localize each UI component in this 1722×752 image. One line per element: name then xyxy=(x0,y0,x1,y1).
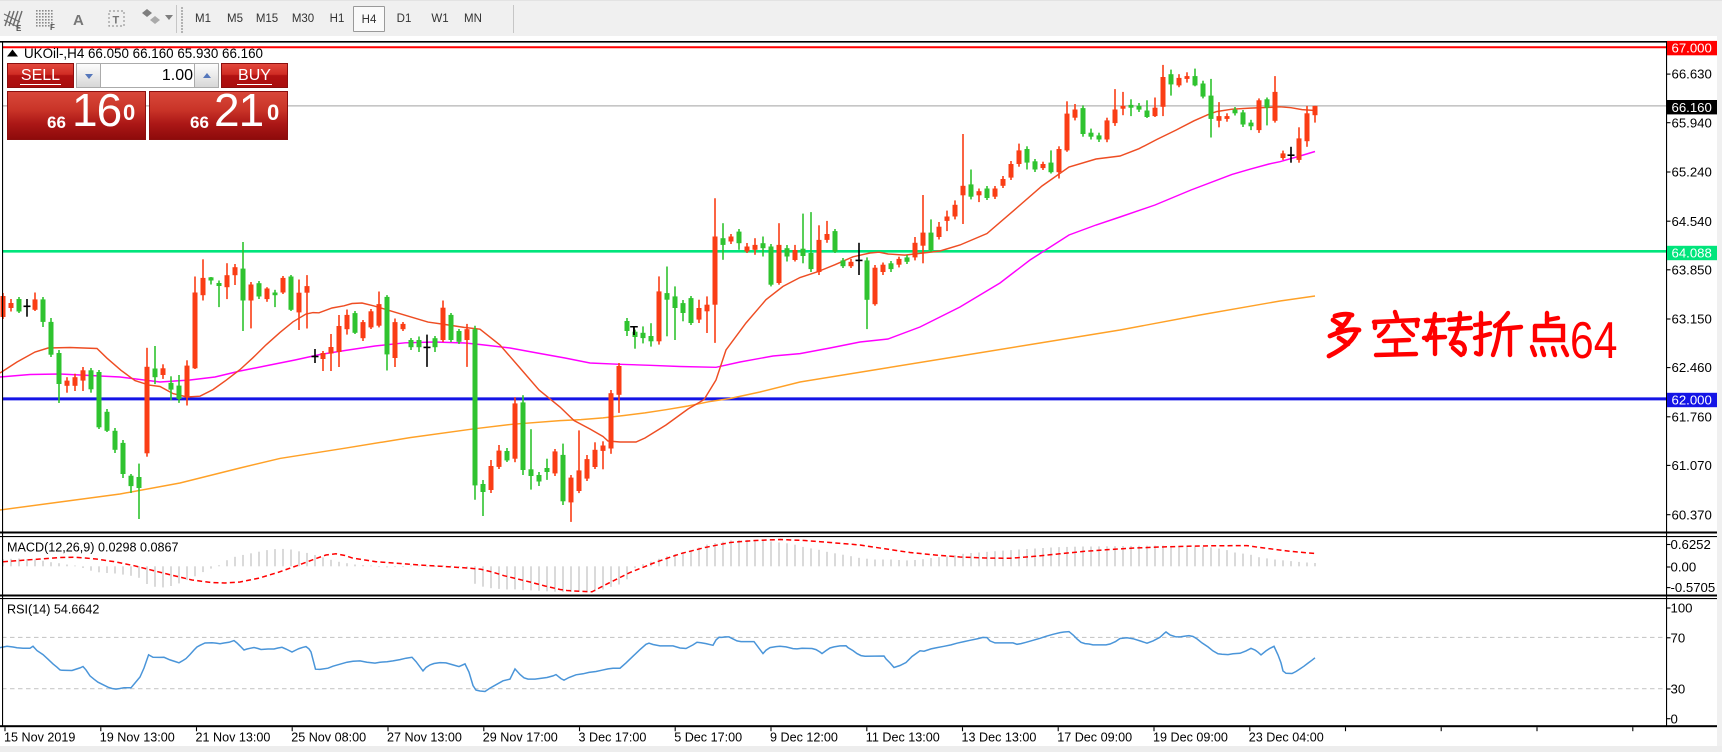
svg-text:65.240: 65.240 xyxy=(1672,165,1712,180)
svg-text:61.760: 61.760 xyxy=(1672,409,1712,424)
svg-text:21 Nov 13:00: 21 Nov 13:00 xyxy=(196,731,271,745)
svg-text:11 Dec 13:00: 11 Dec 13:00 xyxy=(866,731,940,745)
svg-text:UKOil-,H4 66.050 66.160 65.93: UKOil-,H4 66.050 66.160 65.930 66.160 xyxy=(24,46,263,61)
svg-text:0.00: 0.00 xyxy=(1671,560,1697,575)
svg-text:67.000: 67.000 xyxy=(1672,41,1712,56)
svg-text:9 Dec 12:00: 9 Dec 12:00 xyxy=(770,731,838,745)
svg-text:23 Dec 04:00: 23 Dec 04:00 xyxy=(1249,731,1324,745)
svg-text:3 Dec 17:00: 3 Dec 17:00 xyxy=(579,731,647,745)
svg-text:19 Nov 13:00: 19 Nov 13:00 xyxy=(100,731,175,745)
svg-text:15 Nov 2019: 15 Nov 2019 xyxy=(4,731,75,745)
svg-text:5 Dec 17:00: 5 Dec 17:00 xyxy=(674,731,742,745)
svg-text:-0.5705: -0.5705 xyxy=(1671,580,1716,595)
svg-text:61.070: 61.070 xyxy=(1672,458,1712,473)
svg-text:T: T xyxy=(113,15,120,27)
svg-text:E: E xyxy=(16,24,22,33)
svg-text:66.630: 66.630 xyxy=(1672,67,1712,82)
svg-text:MACD(12,26,9) 0.0298 0.0867: MACD(12,26,9) 0.0298 0.0867 xyxy=(7,541,179,555)
svg-text:60.370: 60.370 xyxy=(1672,507,1712,522)
svg-text:100: 100 xyxy=(1671,601,1693,616)
svg-text:19 Dec 09:00: 19 Dec 09:00 xyxy=(1153,731,1228,745)
svg-text:30: 30 xyxy=(1671,682,1686,697)
svg-text:64.088: 64.088 xyxy=(1672,246,1712,261)
svg-text:F: F xyxy=(50,23,55,32)
svg-text:A: A xyxy=(73,12,84,29)
svg-text:63.150: 63.150 xyxy=(1672,312,1712,327)
svg-text:13 Dec 13:00: 13 Dec 13:00 xyxy=(962,731,1037,745)
svg-text:70: 70 xyxy=(1671,630,1686,645)
svg-text:63.850: 63.850 xyxy=(1672,262,1712,277)
svg-text:64.540: 64.540 xyxy=(1672,214,1712,229)
svg-text:25 Nov 08:00: 25 Nov 08:00 xyxy=(291,731,366,745)
svg-text:62.000: 62.000 xyxy=(1672,393,1712,408)
svg-text:T: T xyxy=(630,323,638,338)
svg-text:27 Nov 13:00: 27 Nov 13:00 xyxy=(387,731,462,745)
svg-text:17 Dec 09:00: 17 Dec 09:00 xyxy=(1057,731,1132,745)
svg-text:64: 64 xyxy=(1570,312,1617,370)
svg-text:65.940: 65.940 xyxy=(1672,115,1712,130)
svg-text:62.460: 62.460 xyxy=(1672,360,1712,375)
svg-text:0.6252: 0.6252 xyxy=(1671,537,1711,552)
svg-text:29 Nov 17:00: 29 Nov 17:00 xyxy=(483,731,558,745)
svg-text:RSI(14) 54.6642: RSI(14) 54.6642 xyxy=(7,603,99,617)
svg-text:0: 0 xyxy=(1671,711,1678,726)
svg-text:66.160: 66.160 xyxy=(1672,100,1712,115)
